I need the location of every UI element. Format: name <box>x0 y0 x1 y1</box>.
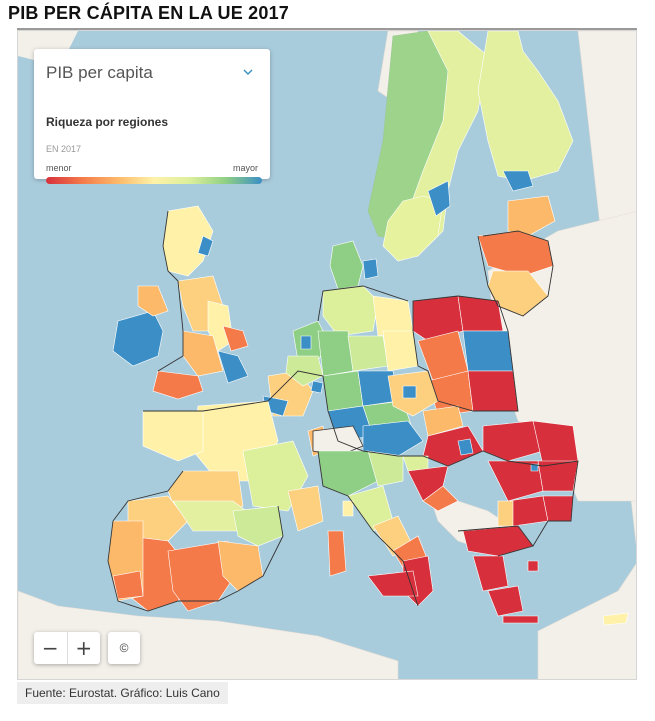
balkans-west <box>402 455 459 512</box>
ireland <box>112 285 169 367</box>
united-kingdom <box>152 205 249 400</box>
romania-bulgaria <box>482 420 579 527</box>
zoom-controls: − + <box>34 632 100 664</box>
sweden <box>382 31 489 262</box>
legend-panel: PIB per capita Riqueza por regiones EN 2… <box>34 49 270 184</box>
greece <box>462 525 539 624</box>
zoom-out-button[interactable]: − <box>41 636 59 660</box>
denmark <box>329 240 379 290</box>
map-view[interactable]: PIB per capita Riqueza por regiones EN 2… <box>17 30 637 680</box>
north-land <box>18 31 78 61</box>
legend-min-label: menor <box>46 163 72 173</box>
cyprus <box>602 612 629 626</box>
chevron-down-icon[interactable] <box>242 67 254 77</box>
italy <box>317 450 434 607</box>
indicator-select-label: PIB per capita <box>46 63 153 82</box>
indicator-select[interactable]: PIB per capita <box>46 63 258 87</box>
source-credit: Fuente: Eurostat. Gráfico: Luis Cano <box>17 682 228 704</box>
legend-max-label: mayor <box>232 163 258 173</box>
title-divider <box>17 28 637 30</box>
country-borders <box>107 210 579 612</box>
zoom-in-button[interactable]: + <box>75 636 93 660</box>
attribution-button[interactable]: © <box>108 632 140 664</box>
page-title: PIB PER CÁPITA EN LA UE 2017 <box>8 3 289 23</box>
choropleth-map[interactable] <box>18 31 637 680</box>
finland <box>477 31 574 192</box>
germany <box>317 285 419 442</box>
poland <box>412 295 519 417</box>
legend-color-scale <box>46 177 262 184</box>
zoom-divider <box>66 632 68 664</box>
central-europe <box>362 370 484 467</box>
legend-year: EN 2017 <box>46 144 82 154</box>
iberia <box>107 495 284 612</box>
legend-subtitle: Riqueza por regiones <box>46 115 169 129</box>
